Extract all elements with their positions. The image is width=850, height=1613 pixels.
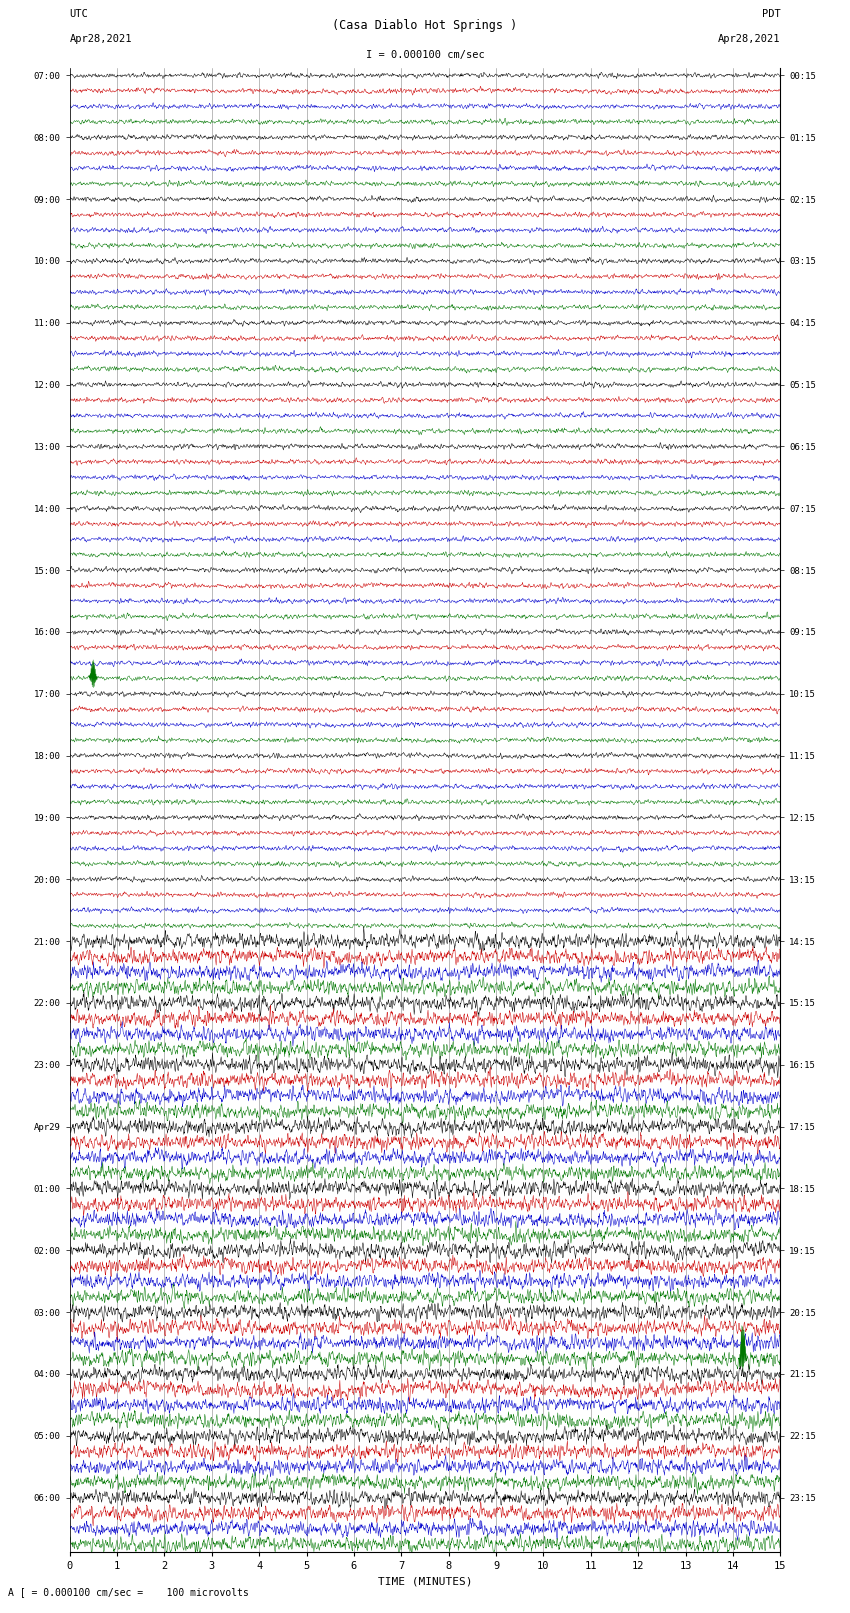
X-axis label: TIME (MINUTES): TIME (MINUTES) [377, 1576, 473, 1586]
Text: Apr28,2021: Apr28,2021 [70, 34, 133, 44]
Text: PDT: PDT [762, 10, 780, 19]
Text: A [ = 0.000100 cm/sec =    100 microvolts: A [ = 0.000100 cm/sec = 100 microvolts [8, 1587, 249, 1597]
Text: MCS EHZ NC: MCS EHZ NC [389, 0, 461, 3]
Text: Apr28,2021: Apr28,2021 [717, 34, 780, 44]
Text: (Casa Diablo Hot Springs ): (Casa Diablo Hot Springs ) [332, 19, 518, 32]
Text: I = 0.000100 cm/sec: I = 0.000100 cm/sec [366, 50, 484, 60]
Text: UTC: UTC [70, 10, 88, 19]
